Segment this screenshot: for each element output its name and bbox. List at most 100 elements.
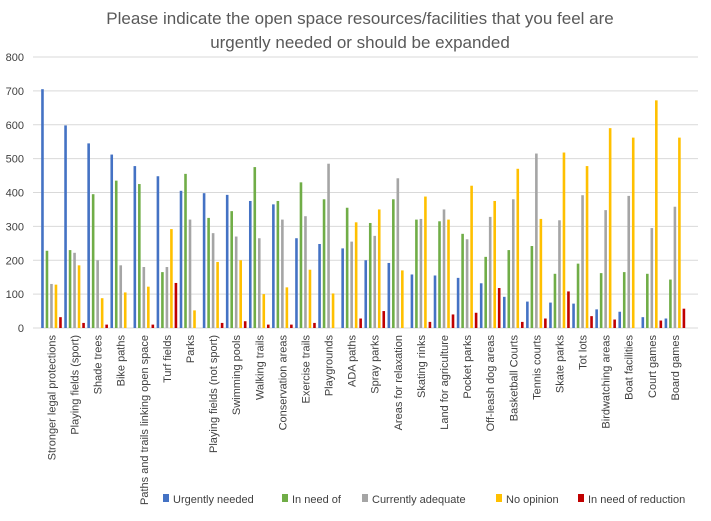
bar (276, 200, 280, 328)
x-tick-label: Playgrounds (324, 335, 336, 397)
y-tick-label: 700 (6, 86, 24, 98)
bar (207, 217, 210, 328)
bar (410, 274, 414, 328)
bar (281, 219, 284, 328)
x-tick-label: Playing fields (sport) (70, 335, 82, 435)
bar (526, 301, 529, 328)
bar (604, 210, 607, 328)
x-tick-label: Birdwatching areas (601, 335, 613, 429)
y-tick-label: 600 (6, 120, 24, 132)
x-tick-label: Conservation areas (277, 335, 289, 431)
bar (253, 167, 257, 328)
bar (202, 193, 206, 328)
bar (479, 283, 483, 328)
legend-swatch (282, 494, 288, 502)
bar (100, 298, 104, 328)
x-tick-label: Swimming pools (231, 335, 243, 416)
legend-label: Urgently needed (173, 494, 254, 506)
bar (110, 154, 114, 328)
x-tick-label: Tennis courts (531, 335, 543, 400)
bar (142, 267, 146, 328)
bar (433, 275, 437, 328)
bar (216, 261, 219, 328)
bar (266, 324, 270, 328)
bar (428, 321, 432, 328)
bar (539, 218, 543, 328)
y-tick-label: 200 (6, 255, 24, 267)
bar (45, 250, 49, 328)
bar (262, 294, 266, 329)
bar (174, 282, 178, 328)
y-tick-label: 300 (6, 221, 24, 233)
bar (627, 195, 631, 328)
bar (535, 153, 538, 328)
bar (193, 310, 196, 328)
bar (502, 296, 506, 328)
bar (474, 312, 478, 328)
bar (345, 207, 349, 328)
bar (161, 272, 164, 328)
bar (170, 229, 173, 328)
bar (442, 209, 446, 328)
bar (341, 248, 344, 328)
bar (239, 260, 242, 328)
legend-label: In need of (292, 494, 342, 506)
bar (318, 243, 321, 328)
bar (119, 265, 123, 328)
legend-swatch (496, 494, 502, 502)
bar (424, 196, 427, 328)
y-tick-label: 500 (6, 154, 24, 166)
x-tick-label: Off-leash dog areas (485, 335, 497, 432)
bars (41, 89, 686, 329)
bar (516, 168, 520, 328)
bar (590, 316, 593, 328)
y-tick-label: 100 (6, 289, 24, 301)
bar (484, 256, 487, 328)
bar (576, 263, 580, 328)
bar (308, 269, 312, 328)
bar (465, 239, 469, 328)
bar (257, 238, 261, 328)
y-axis-ticks: 0 100 200 300 400 500 600 700 800 (6, 52, 24, 335)
bar (285, 287, 289, 328)
bar (327, 163, 330, 328)
bar (59, 317, 62, 328)
bar (387, 262, 391, 328)
x-tick-label: Turf fields (162, 335, 174, 383)
bar (553, 273, 557, 328)
bar (447, 219, 450, 328)
bar (641, 317, 645, 328)
bar (678, 137, 681, 328)
bar (507, 250, 511, 328)
bar (572, 303, 575, 328)
bar (567, 291, 570, 328)
legend: Urgently needed In need of Currently adequ… (163, 494, 685, 506)
bar (54, 284, 58, 328)
bar (415, 219, 418, 328)
x-tick-label: Pocket parks (462, 335, 474, 399)
legend-swatch (362, 494, 368, 502)
legend-label: No opinion (506, 494, 559, 506)
y-tick-label: 800 (6, 52, 24, 64)
bar (558, 220, 561, 328)
x-tick-label: Spray parks (370, 335, 382, 394)
bar (184, 173, 187, 328)
legend-swatch (578, 494, 584, 502)
bar (234, 236, 238, 328)
x-tick-label: Board games (670, 335, 682, 401)
bar (368, 222, 372, 328)
x-tick-label: Basketball Courts (508, 335, 520, 422)
bar (331, 293, 335, 328)
bar (631, 137, 635, 328)
bar (96, 260, 99, 328)
bar (618, 311, 622, 328)
bar (392, 199, 395, 328)
y-tick-label: 400 (6, 188, 24, 200)
bar (396, 178, 400, 328)
x-tick-label: ADA paths (347, 335, 359, 387)
bar (520, 321, 524, 328)
x-tick-label: Playing fields (not sport) (208, 335, 220, 453)
bar (608, 128, 612, 328)
bar (299, 182, 303, 328)
